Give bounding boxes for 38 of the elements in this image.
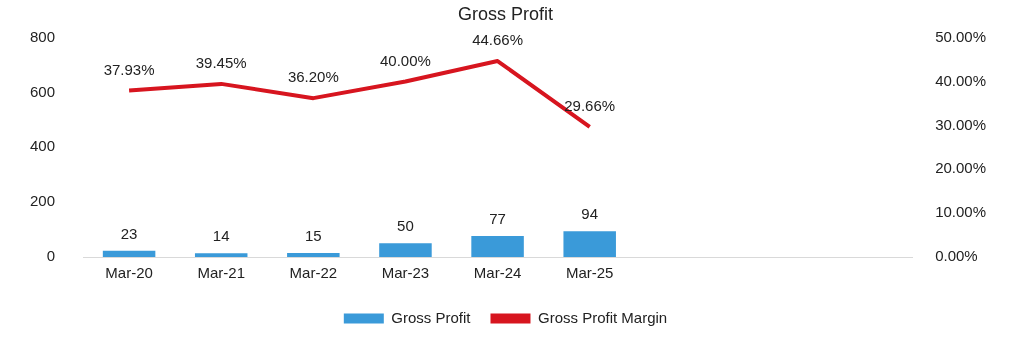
text: 37.93% bbox=[103, 60, 155, 78]
y-tick-label: 0 bbox=[46, 247, 56, 265]
x-tick-label: Mar-23 bbox=[381, 264, 430, 282]
text: 94 bbox=[581, 205, 599, 223]
text: 50 bbox=[397, 217, 414, 235]
text: 39.45% bbox=[195, 54, 247, 72]
chart-title: Gross Profit bbox=[457, 3, 554, 24]
y-tick-label: 800 bbox=[30, 27, 56, 45]
text: 14 bbox=[212, 227, 230, 245]
x-tick-label: Mar-25 bbox=[565, 264, 614, 282]
text: 44.66% bbox=[472, 31, 524, 49]
legend-label: Gross Profit bbox=[391, 308, 472, 326]
y-tick-label: 400 bbox=[30, 137, 56, 155]
y-tick-label: 600 bbox=[30, 82, 56, 100]
y2-tick-label: 50.00% bbox=[935, 27, 986, 45]
x-tick-label: Mar-20 bbox=[105, 264, 153, 282]
x-tick-label: Mar-22 bbox=[289, 264, 338, 282]
text: 77 bbox=[489, 210, 506, 228]
y2-tick-label: 30.00% bbox=[935, 115, 986, 133]
y2-tick-label: 40.00% bbox=[935, 71, 986, 89]
y2-tick-label: 20.00% bbox=[935, 159, 986, 177]
x-tick-label: Mar-24 bbox=[473, 264, 522, 282]
text: 36.20% bbox=[287, 68, 339, 86]
bar bbox=[563, 231, 616, 257]
text: 29.66% bbox=[564, 96, 616, 114]
bar bbox=[287, 252, 340, 257]
x-tick-label: Mar-21 bbox=[197, 264, 245, 282]
bar bbox=[471, 235, 524, 257]
y-tick-label: 200 bbox=[30, 192, 56, 210]
legend-label: Gross Profit Margin bbox=[537, 308, 668, 326]
y2-tick-label: 10.00% bbox=[935, 203, 986, 221]
text: 23 bbox=[120, 224, 138, 242]
text: 40.00% bbox=[380, 51, 431, 69]
bar bbox=[379, 243, 432, 257]
bar bbox=[102, 250, 156, 257]
text: 15 bbox=[304, 227, 322, 245]
y2-tick-label: 0.00% bbox=[935, 247, 978, 265]
bar bbox=[194, 253, 248, 257]
